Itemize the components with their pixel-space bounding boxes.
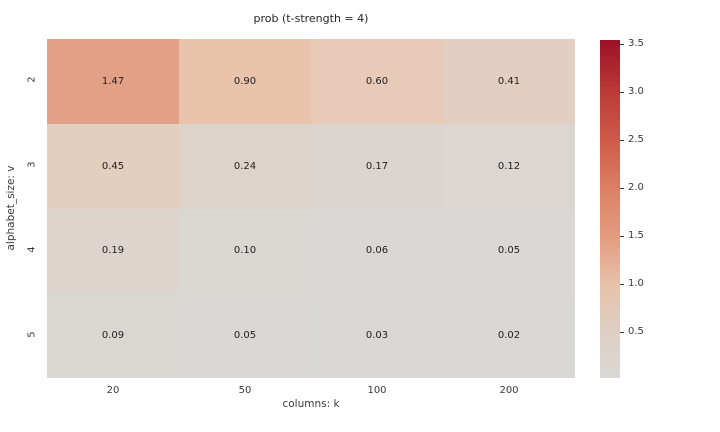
colorbar-tick xyxy=(620,187,624,190)
heatmap-cell: 0.45 xyxy=(47,123,179,209)
colorbar-tick xyxy=(620,43,624,46)
heatmap-cell: 0.12 xyxy=(443,123,575,209)
heatmap-cell: 0.05 xyxy=(443,208,575,294)
x-tick-label: 200 xyxy=(499,385,519,396)
colorbar-tick xyxy=(620,235,624,238)
heatmap-cell: 0.41 xyxy=(443,39,575,124)
heatmap-cell: 0.05 xyxy=(179,293,311,378)
colorbar-tick-label: 1.5 xyxy=(628,229,644,241)
y-tick-label: 2 xyxy=(26,76,38,84)
colorbar-tick-label: 2.5 xyxy=(628,133,644,145)
chart-title: prob (t-strength = 4) xyxy=(253,12,369,25)
x-tick-label: 20 xyxy=(106,385,120,396)
heatmap-cell: 1.47 xyxy=(47,39,179,124)
colorbar-tick-label: 3.5 xyxy=(628,37,644,49)
y-tick-label: 4 xyxy=(26,246,38,253)
colorbar-tick xyxy=(620,283,624,286)
colorbar-tick xyxy=(620,91,624,94)
colorbar-tick xyxy=(620,331,624,334)
colorbar-tick-label: 0.5 xyxy=(628,325,644,337)
colorbar xyxy=(600,40,620,378)
heatmap-cell: 0.17 xyxy=(311,123,443,209)
colorbar-tick-label: 3.0 xyxy=(628,85,644,97)
x-tick-label: 50 xyxy=(238,385,252,396)
x-axis-label: columns: k xyxy=(282,398,340,410)
heatmap-cell: 0.09 xyxy=(47,293,179,378)
x-tick-label: 100 xyxy=(367,385,387,396)
colorbar-tick-label: 1.0 xyxy=(628,277,644,289)
y-tick-label: 3 xyxy=(26,161,38,168)
heatmap-cell: 0.03 xyxy=(311,293,443,378)
colorbar-tick xyxy=(620,139,624,142)
heatmap-cell: 0.10 xyxy=(179,208,311,294)
heatmap-cell: 0.02 xyxy=(443,293,575,378)
heatmap-cell: 0.90 xyxy=(179,39,311,124)
heatmap-cell: 0.06 xyxy=(311,208,443,294)
heatmap-cell: 0.19 xyxy=(47,208,179,294)
colorbar-tick-label: 2.0 xyxy=(628,181,644,193)
y-tick-label: 5 xyxy=(26,330,38,338)
heatmap-grid: 1.47 0.90 0.60 0.41 0.45 0.24 0.17 0.12 0.19 0.10… xyxy=(47,39,575,378)
y-axis-label: alphabet_size: v xyxy=(5,165,17,251)
heatmap-cell: 0.24 xyxy=(179,123,311,209)
heatmap-cell: 0.60 xyxy=(311,39,443,124)
